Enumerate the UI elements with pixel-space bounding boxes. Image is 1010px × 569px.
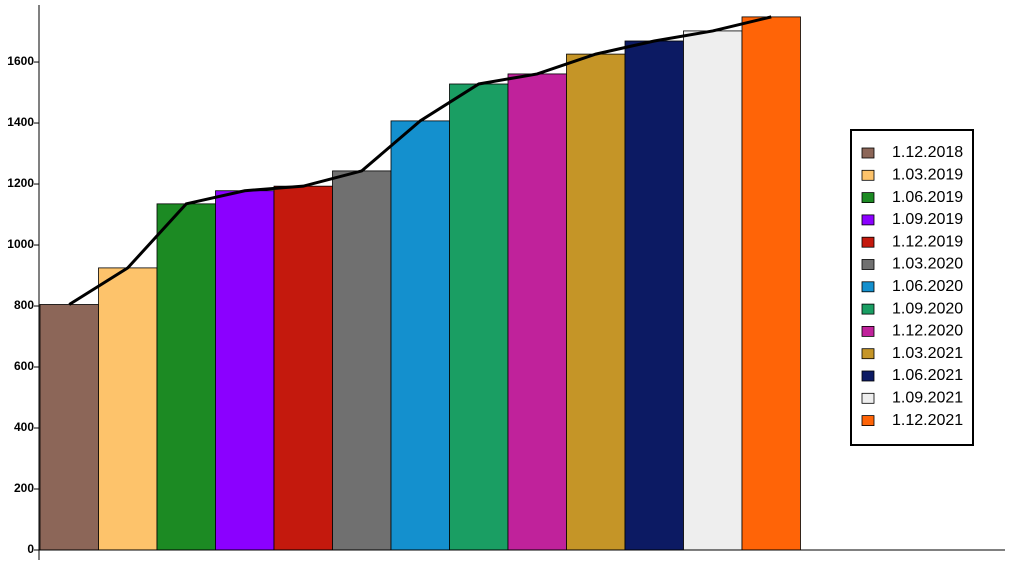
legend-label: 1.03.2020 — [892, 256, 963, 273]
legend-swatch — [861, 147, 875, 159]
bar — [507, 73, 567, 551]
y-tick-label: 400 — [14, 420, 34, 434]
bar — [39, 304, 99, 551]
y-tick-label: 800 — [14, 298, 34, 312]
y-tick-label: 600 — [14, 359, 34, 373]
legend-label: 1.03.2021 — [892, 345, 963, 362]
bar — [273, 185, 333, 551]
legend-swatch — [861, 281, 875, 293]
legend-swatch — [861, 192, 875, 204]
y-tick-label: 1200 — [7, 176, 34, 190]
legend-swatch — [861, 415, 875, 427]
legend-swatch — [861, 214, 875, 226]
legend-swatch — [861, 169, 875, 181]
legend-swatch — [861, 236, 875, 248]
bar — [624, 40, 684, 551]
trend-line — [68, 15, 772, 306]
legend-label: 1.03.2019 — [892, 167, 963, 184]
legend-label: 1.12.2020 — [892, 323, 963, 340]
legend-label: 1.06.2019 — [892, 189, 963, 206]
legend-label: 1.09.2020 — [892, 300, 963, 317]
y-tick-label: 0 — [27, 542, 34, 556]
legend-swatch — [861, 325, 875, 337]
legend-swatch — [861, 303, 875, 315]
bar — [332, 170, 392, 551]
bar — [449, 83, 509, 551]
bar — [566, 53, 626, 551]
legend-swatch — [861, 259, 875, 270]
legend-label: 1.12.2021 — [892, 412, 963, 429]
legend-label: 1.09.2019 — [892, 211, 963, 228]
y-tick-label: 1000 — [7, 237, 34, 251]
legend-label: 1.06.2020 — [892, 278, 963, 295]
legend-swatch — [861, 392, 875, 404]
bar — [156, 203, 216, 551]
legend-label: 1.12.2019 — [892, 233, 963, 250]
y-tick-label: 200 — [14, 481, 34, 495]
bar — [683, 30, 743, 551]
legend-label: 1.09.2021 — [892, 390, 963, 407]
y-tick-label: 1600 — [7, 54, 34, 68]
bar — [390, 120, 450, 551]
bar — [215, 190, 275, 551]
legend-swatch — [861, 370, 875, 382]
legend-label: 1.12.2018 — [892, 144, 963, 161]
bar — [741, 16, 801, 551]
bar — [98, 267, 158, 551]
legend-label: 1.06.2021 — [892, 367, 963, 384]
legend-swatch — [861, 348, 875, 360]
y-tick-label: 1400 — [7, 115, 34, 129]
